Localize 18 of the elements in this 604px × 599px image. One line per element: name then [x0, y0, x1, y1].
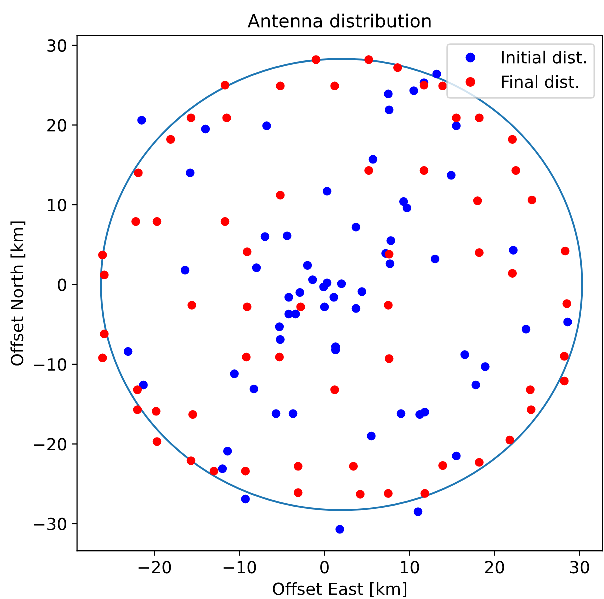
y-tick-label: 20	[48, 119, 66, 132]
x-tick-label: −10	[224, 561, 256, 574]
y-tick-label: 10	[48, 198, 66, 212]
y-tick-label: −20	[34, 438, 66, 451]
x-tick-label: 0	[320, 561, 329, 574]
y-tick-label: 0	[58, 278, 66, 292]
y-tick-label: −30	[34, 518, 66, 531]
y-axis-title: Offset North [km]	[10, 222, 26, 366]
x-tick-label: 10	[401, 561, 420, 574]
legend-label: Final dist.	[502, 75, 578, 88]
legend-label: Initial dist.	[502, 50, 586, 64]
x-axis-title: Offset East [km]	[273, 582, 407, 598]
x-tick-label: 30	[570, 561, 590, 574]
chart-title: Antenna distribution	[248, 14, 431, 28]
y-tick-label: −10	[34, 358, 66, 372]
x-tick-label: −20	[138, 561, 172, 574]
y-tick-label: 30	[48, 39, 66, 52]
x-tick-label: 20	[485, 561, 504, 574]
